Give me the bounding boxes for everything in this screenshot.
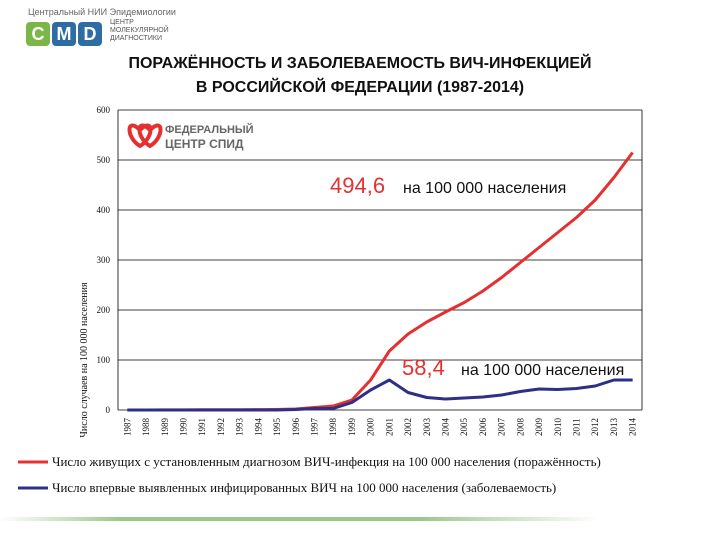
series-layer: [127, 151, 634, 412]
series-line-incidence: [127, 378, 633, 412]
cmd-logo: C M D: [26, 22, 104, 46]
y-tick-label: 100: [97, 355, 111, 365]
y-tick-labels: 0 100 200 300 400 500 600: [97, 105, 111, 415]
annotation-2-text: на 100 000 населения: [461, 362, 624, 379]
org-name-text: Центральный НИИ Эпидемиологии: [28, 7, 176, 17]
legend-label-incidence: Число впервые выявленных инфицированных …: [52, 480, 556, 495]
y-axis-label: Число случаев на 100 000 населения: [79, 282, 90, 438]
x-tick-label: 2013: [609, 418, 619, 437]
x-tick-label: 1990: [179, 418, 189, 437]
x-tick-label: 2002: [403, 418, 413, 436]
y-tick-label: 500: [97, 155, 111, 165]
legend-label-prevalence: Число живущих с установленным диагнозом …: [52, 454, 601, 469]
x-tick-label: 1998: [328, 418, 338, 437]
x-tick-label: 1991: [197, 418, 207, 436]
page-title-line1: ПОРАЖЁННОСТЬ И ЗАБОЛЕВАЕМОСТЬ ВИЧ-ИНФЕКЦ…: [128, 55, 592, 72]
line-chart: 0 100 200 300 400 500 600 Число случаев на 100…: [18, 105, 643, 495]
watermark-line1: ФЕДЕРАЛЬНЫЙ: [165, 123, 254, 136]
x-tick-label: 1999: [347, 418, 357, 437]
y-tick-label: 200: [97, 305, 111, 315]
x-tick-label: 2014: [628, 418, 638, 437]
y-tick-label: 400: [97, 205, 111, 215]
annotation-2-value: 58,4: [402, 355, 445, 380]
annotation-1: 494,6 на 100 000 населения: [330, 173, 566, 198]
ribbon-icon: [127, 123, 153, 149]
x-tick-label: 2006: [478, 418, 488, 437]
x-tick-label: 2005: [459, 418, 469, 437]
logo-subtitle: ЦЕНТР МОЛЕКУЛЯРНОЙ ДИАГНОСТИКИ: [110, 19, 169, 42]
logo-letter-m: M: [52, 22, 76, 46]
page-title-line2: В РОССИЙСКОЙ ФЕДЕРАЦИИ (1987-2014): [195, 79, 525, 96]
x-tick-label: 1987: [122, 418, 132, 437]
x-tick-label: 2011: [572, 418, 582, 436]
y-tick-label: 600: [97, 105, 111, 115]
bottom-decorative-bar: [0, 517, 600, 521]
x-tick-label: 1995: [272, 418, 282, 437]
watermark-logo: ФЕДЕРАЛЬНЫЙ ЦЕНТР СПИД: [127, 123, 254, 151]
x-tick-label: 2003: [422, 418, 432, 437]
x-tick-label: 2001: [384, 418, 394, 436]
x-tick-label: 2010: [553, 418, 563, 437]
x-tick-label: 2004: [441, 418, 451, 437]
x-tick-labels: 1987 1988 1989 1990 1991 1992 1993 1994 1995 1996…: [122, 418, 637, 437]
x-tick-label: 2008: [515, 418, 525, 437]
y-tick-label: 0: [106, 405, 111, 415]
logo-letter-d: D: [78, 22, 102, 46]
x-tick-label: 1993: [235, 418, 245, 437]
x-tick-label: 2007: [497, 418, 507, 437]
legend: Число живущих с установленным диагнозом …: [18, 454, 601, 495]
annotation-1-text: на 100 000 населения: [403, 180, 566, 197]
grid-layer: [117, 109, 643, 411]
ribbon-icon-2: [137, 123, 163, 149]
x-tick-label: 2009: [534, 418, 544, 437]
x-tick-label: 1996: [291, 418, 301, 437]
logo-letter-c: C: [26, 22, 50, 46]
annotation-1-value: 494,6: [330, 173, 385, 198]
annotation-2: 58,4 на 100 000 населения: [402, 355, 624, 380]
x-tick-label: 1994: [253, 418, 263, 437]
watermark-line2: ЦЕНТР СПИД: [165, 137, 244, 151]
x-tick-label: 2000: [366, 418, 376, 437]
x-tick-label: 1997: [310, 418, 320, 437]
x-tick-label: 2012: [590, 418, 600, 436]
x-tick-label: 1988: [141, 418, 151, 437]
x-tick-label: 1992: [216, 418, 226, 436]
x-tick-label: 1989: [160, 418, 170, 437]
y-tick-label: 300: [97, 255, 111, 265]
